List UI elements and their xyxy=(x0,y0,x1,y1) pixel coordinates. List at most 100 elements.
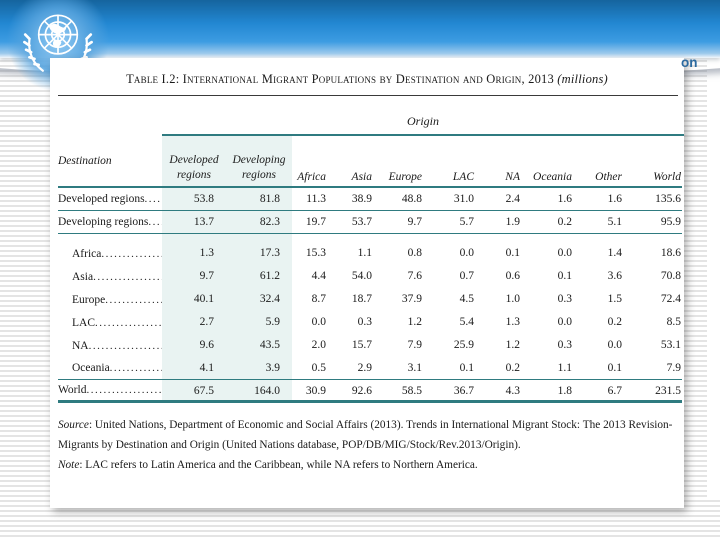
column-header: Asia xyxy=(338,136,384,188)
note-body: : LAC refers to Latin America and the Ca… xyxy=(79,458,478,471)
cell-value: 53.8 xyxy=(162,188,226,211)
cell-value: 7.6 xyxy=(407,270,422,282)
cell-value: 0.0 xyxy=(607,339,622,351)
cell-value: 0.2 xyxy=(607,316,622,328)
cell-value: 8.5 xyxy=(666,316,681,328)
cell-value: 92.6 xyxy=(338,380,384,403)
column-header: NA xyxy=(486,136,532,188)
cell-value: 3.6 xyxy=(607,270,622,282)
cell-value: 11.3 xyxy=(292,188,338,211)
cell-value: 0.8 xyxy=(407,247,422,259)
row-label: LAC xyxy=(58,311,162,334)
row-label: Developing regions xyxy=(58,211,162,234)
cell-value: 15.7 xyxy=(351,339,372,351)
column-header: LAC xyxy=(434,136,486,188)
cell-value: 0.7 xyxy=(459,270,474,282)
cell-value: 1.4 xyxy=(607,247,622,259)
cell-value: 95.9 xyxy=(634,211,682,234)
source-text: Source: United Nations, Department of Ec… xyxy=(58,416,674,436)
cell-value: 5.7 xyxy=(434,211,486,234)
cell-value: 5.1 xyxy=(584,211,634,234)
origin-rule xyxy=(162,134,684,136)
cell-value: 48.8 xyxy=(384,188,434,211)
cell-value: 13.7 xyxy=(162,211,226,234)
cell-value: 9.6 xyxy=(162,334,226,357)
cell-value: 4.4 xyxy=(311,270,326,282)
column-header: Other xyxy=(584,136,634,188)
cell-value: 70.8 xyxy=(660,270,681,282)
row-gap xyxy=(58,234,162,242)
cell-value: 231.5 xyxy=(634,380,682,403)
cell-value: 1.3 xyxy=(162,242,226,265)
row-gap xyxy=(292,234,338,242)
cell-value: 0.1 xyxy=(505,247,520,259)
cell-value: 7.9 xyxy=(407,339,422,351)
cell-value: 5.9 xyxy=(226,311,292,334)
cell-value: 43.5 xyxy=(226,334,292,357)
table-title-unit: (millions) xyxy=(557,72,608,86)
cell-value: 53.1 xyxy=(660,339,681,351)
cell-value: 0.3 xyxy=(357,316,372,328)
cell-value: 4.5 xyxy=(459,293,474,305)
cell-value: 0.0 xyxy=(557,247,572,259)
row-gap xyxy=(486,234,532,242)
cell-value: 72.4 xyxy=(660,293,681,305)
cell-value: 40.1 xyxy=(162,288,226,311)
cell-value: 1.1 xyxy=(357,247,372,259)
cell-value: 6.7 xyxy=(584,380,634,403)
row-gap xyxy=(384,234,434,242)
cell-value: 1.6 xyxy=(584,188,634,211)
table-panel: Table I.2: International Migrant Populat… xyxy=(50,58,684,508)
row-gap xyxy=(532,234,584,242)
cell-value: 7.9 xyxy=(634,357,682,380)
cell-value: 30.9 xyxy=(292,380,338,403)
cell-value: 9.7 xyxy=(384,211,434,234)
cell-value: 18.7 xyxy=(351,293,372,305)
column-header: Oceania xyxy=(532,136,584,188)
source-prefix: Source xyxy=(58,419,89,431)
migration-table: Destination Developed regions Developing r… xyxy=(58,136,684,403)
cell-value: 135.6 xyxy=(634,188,682,211)
column-header: Developed regions xyxy=(162,136,226,188)
row-label: NA xyxy=(58,334,162,357)
cell-value: 25.9 xyxy=(453,339,474,351)
table-title-text: Table I.2: International Migrant Populat… xyxy=(126,72,554,86)
row-label: Developed regions xyxy=(58,188,162,211)
cell-value: 1.6 xyxy=(532,188,584,211)
cell-value: 36.7 xyxy=(434,380,486,403)
cell-value: 31.0 xyxy=(434,188,486,211)
row-label: Europe xyxy=(58,288,162,311)
cell-value: 1.5 xyxy=(607,293,622,305)
cell-value: 18.6 xyxy=(660,247,681,259)
cell-value: 0.1 xyxy=(434,357,486,380)
cell-value: 3.1 xyxy=(384,357,434,380)
cell-value: 4.3 xyxy=(486,380,532,403)
cell-value: 37.9 xyxy=(401,293,422,305)
cell-value: 0.6 xyxy=(505,270,520,282)
cell-value: 8.7 xyxy=(311,293,326,305)
cell-value: 2.4 xyxy=(486,188,532,211)
header-band xyxy=(0,0,720,58)
row-gap xyxy=(634,234,682,242)
column-header: Africa xyxy=(292,136,338,188)
title-rule xyxy=(58,95,678,96)
row-label: World xyxy=(58,380,162,403)
column-header: Europe xyxy=(384,136,434,188)
source-note-block: Source: United Nations, Department of Ec… xyxy=(58,416,684,475)
cell-value: 17.3 xyxy=(226,242,292,265)
origin-label: Origin xyxy=(406,114,439,128)
cell-value: 0.2 xyxy=(532,211,584,234)
cell-value: 82.3 xyxy=(226,211,292,234)
cell-value: 32.4 xyxy=(226,288,292,311)
cell-value: 53.7 xyxy=(338,211,384,234)
cell-value: 19.7 xyxy=(292,211,338,234)
cell-value: 0.0 xyxy=(311,316,326,328)
cell-value: 0.1 xyxy=(557,270,572,282)
row-label: Oceania xyxy=(58,357,162,380)
row-gap xyxy=(338,234,384,242)
cell-value: 67.5 xyxy=(162,380,226,403)
table-title: Table I.2: International Migrant Populat… xyxy=(58,72,684,87)
cell-value: 15.3 xyxy=(305,247,326,259)
right-margin xyxy=(707,60,720,500)
